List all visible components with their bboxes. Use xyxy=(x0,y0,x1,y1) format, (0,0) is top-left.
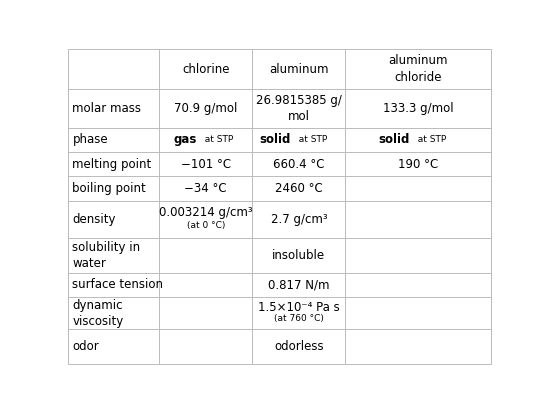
Text: insoluble: insoluble xyxy=(272,249,325,262)
Text: 660.4 °C: 660.4 °C xyxy=(273,158,325,171)
Text: solid: solid xyxy=(259,133,290,146)
Text: −34 °C: −34 °C xyxy=(185,182,227,195)
Text: odorless: odorless xyxy=(274,340,324,353)
Text: aluminum: aluminum xyxy=(269,63,329,76)
Text: 1.5×10⁻⁴ Pa s: 1.5×10⁻⁴ Pa s xyxy=(258,301,340,314)
Text: gas: gas xyxy=(174,133,197,146)
Text: 0.817 N/m: 0.817 N/m xyxy=(268,279,330,292)
Text: 2.7 g/cm³: 2.7 g/cm³ xyxy=(271,213,327,226)
Text: density: density xyxy=(73,213,116,226)
Text: chlorine: chlorine xyxy=(182,63,229,76)
Text: at STP: at STP xyxy=(199,135,234,144)
Text: dynamic
viscosity: dynamic viscosity xyxy=(73,299,124,328)
Text: (at 760 °C): (at 760 °C) xyxy=(274,314,324,323)
Text: odor: odor xyxy=(73,340,99,353)
Text: 190 °C: 190 °C xyxy=(398,158,438,171)
Text: 133.3 g/mol: 133.3 g/mol xyxy=(383,102,454,115)
Text: surface tension: surface tension xyxy=(73,279,163,292)
Text: melting point: melting point xyxy=(73,158,152,171)
Text: aluminum
chloride: aluminum chloride xyxy=(389,54,448,84)
Text: molar mass: molar mass xyxy=(73,102,141,115)
Text: phase: phase xyxy=(73,133,108,146)
Text: 2460 °C: 2460 °C xyxy=(275,182,323,195)
Text: at STP: at STP xyxy=(293,135,327,144)
Text: solid: solid xyxy=(378,133,410,146)
Text: at STP: at STP xyxy=(412,135,446,144)
Text: 70.9 g/mol: 70.9 g/mol xyxy=(174,102,238,115)
Text: 26.9815385 g/
mol: 26.9815385 g/ mol xyxy=(256,94,342,123)
Text: solubility in
water: solubility in water xyxy=(73,240,141,270)
Text: boiling point: boiling point xyxy=(73,182,146,195)
Text: (at 0 °C): (at 0 °C) xyxy=(187,221,225,230)
Text: 0.003214 g/cm³: 0.003214 g/cm³ xyxy=(159,206,253,219)
Text: −101 °C: −101 °C xyxy=(181,158,231,171)
